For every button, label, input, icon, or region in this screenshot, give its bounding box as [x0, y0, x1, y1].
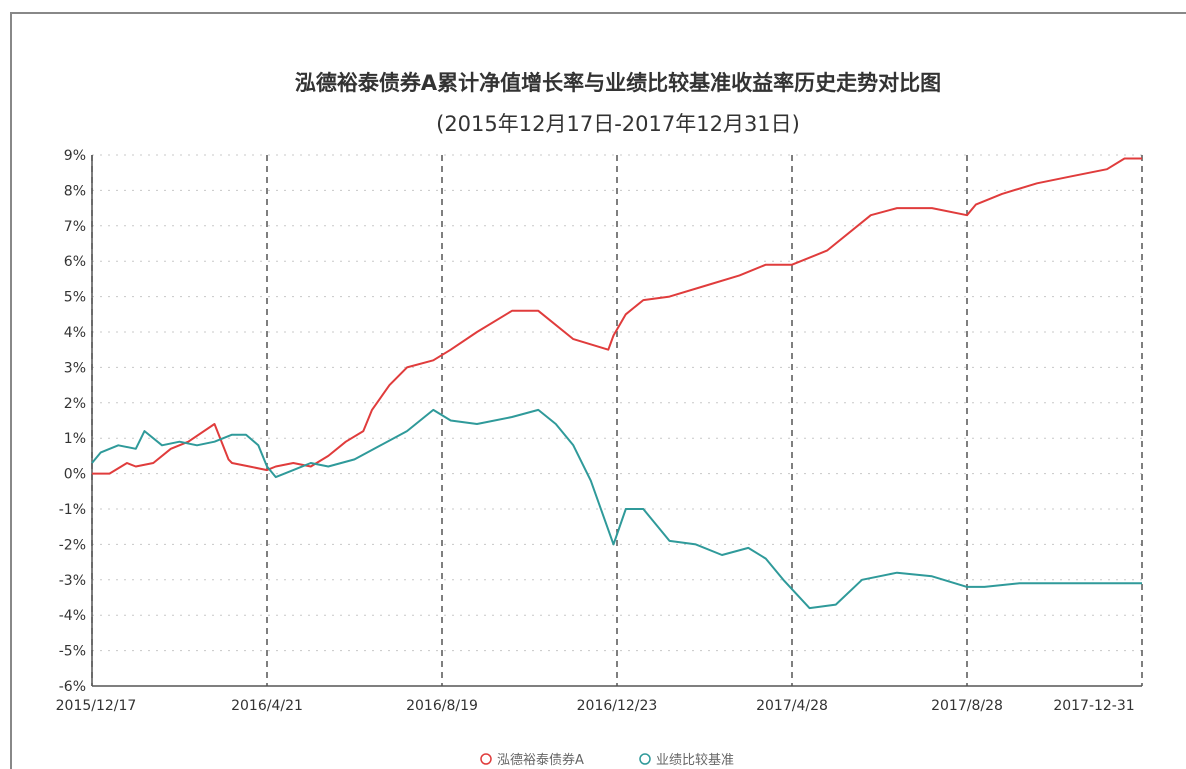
x-axis-ticks: 2015/12/17 2016/4/21 2016/8/19 2016/12/23 20…	[56, 698, 1135, 714]
y-tick-label: 2%	[64, 396, 86, 412]
y-tick-label: -4%	[59, 608, 86, 624]
legend-marker	[480, 753, 492, 765]
y-tick-label: -1%	[59, 502, 86, 518]
vertical-date-lines	[91, 155, 1143, 686]
series-line-fund	[92, 157, 1142, 475]
x-tick-label: 2017/8/28	[931, 698, 1003, 714]
y-tick-label: 9%	[64, 148, 86, 164]
series-group	[91, 157, 1142, 610]
x-tick-label: 2017/4/28	[756, 698, 828, 714]
axes	[91, 155, 1142, 687]
series-line-benchmark	[91, 408, 1142, 610]
y-tick-label: 5%	[64, 290, 86, 306]
y-tick-label: -6%	[59, 679, 86, 695]
chart-frame	[10, 12, 1186, 769]
y-axis-ticks: 9% 8% 7% 6% 5% 4% 3% 2% 1% 0% -1% -2% -3% -4% -5% -6%	[59, 148, 86, 695]
legend-marker	[639, 753, 651, 765]
y-tick-label: 7%	[64, 219, 86, 235]
x-tick-label: 2016/12/23	[577, 698, 658, 714]
x-tick-label: 2016/8/19	[406, 698, 478, 714]
chart-title: 泓德裕泰债券A累计净值增长率与业绩比较基准收益率历史走势对比图	[295, 71, 941, 95]
y-tick-label: 0%	[64, 467, 86, 483]
legend: 泓德裕泰债券A 业绩比较基准	[480, 752, 734, 768]
x-tick-label: 2016/4/21	[231, 698, 303, 714]
y-tick-label: 8%	[64, 183, 86, 199]
y-tick-label: 4%	[64, 325, 86, 341]
x-tick-label: 2017-12-31	[1053, 698, 1134, 714]
chart-subtitle: (2015年12月17日-2017年12月31日)	[436, 112, 800, 136]
legend-label: 业绩比较基准	[656, 753, 734, 768]
legend-label: 泓德裕泰债券A	[497, 752, 584, 768]
y-tick-label: -5%	[59, 644, 86, 660]
y-tick-label: -3%	[59, 573, 86, 589]
y-tick-label: 1%	[64, 431, 86, 447]
y-tick-label: -2%	[59, 537, 86, 553]
y-tick-label: 6%	[64, 254, 86, 270]
x-tick-label: 2015/12/17	[56, 698, 137, 714]
y-tick-label: 3%	[64, 360, 86, 376]
